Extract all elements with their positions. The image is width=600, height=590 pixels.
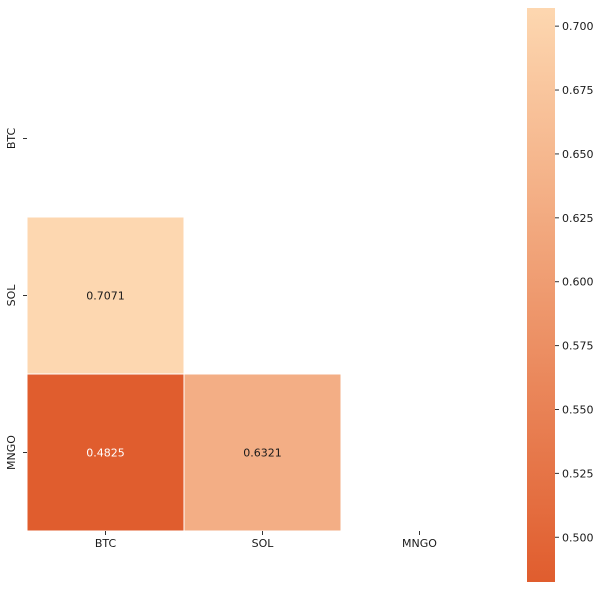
colorbar-tick-label: 0.600 [562,276,594,289]
x-tick-label-sol: SOL [252,537,275,550]
colorbar-tick-label: 0.575 [562,340,594,353]
colorbar-tick-label: 0.675 [562,84,594,97]
cell-label-sol-btc: 0.7071 [86,290,125,303]
colorbar-tick-label: 0.550 [562,403,594,416]
x-axis: BTC SOL MNGO [95,531,437,550]
colorbar-tick-label: 0.525 [562,467,594,480]
y-axis: BTC SOL MNGO [5,128,27,470]
colorbar-tick-label: 0.650 [562,148,594,161]
heatmap-cell-mngo-sol [183,373,342,532]
colorbar-tick-label: 0.625 [562,212,594,225]
heatmap-cells [26,216,342,532]
x-tick-label-mngo: MNGO [402,537,437,550]
y-tick-label-mngo: MNGO [5,435,18,470]
colorbar-tick-label: 0.500 [562,531,594,544]
heatmap-cell-labels: 0.7071 0.4825 0.6321 [86,290,282,460]
x-tick-label-btc: BTC [95,537,117,550]
cell-label-mngo-sol: 0.6321 [243,447,282,460]
colorbar: 0.500 0.525 0.550 0.575 0.600 0.625 0.650 0.675… [527,8,594,582]
heatmap-cell-sol-btc [26,216,185,375]
y-tick-label-btc: BTC [5,128,18,150]
heatmap-cell-mngo-btc [26,373,185,532]
y-tick-label-sol: SOL [5,284,18,307]
colorbar-tick-label: 0.700 [562,20,594,33]
cell-label-mngo-btc: 0.4825 [86,447,125,460]
colorbar-gradient [527,8,555,582]
